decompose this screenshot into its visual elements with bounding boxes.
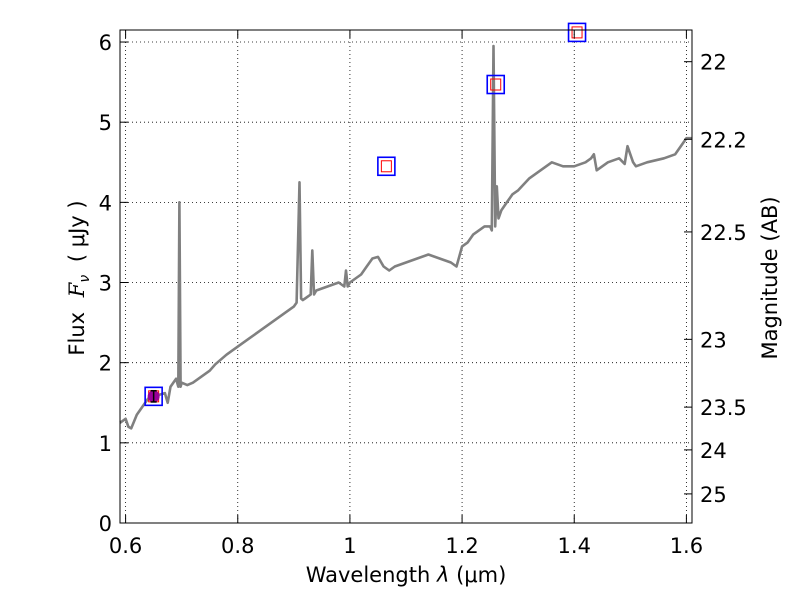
observed-flux-marker: [486, 74, 506, 95]
mag-tick-label: 22.5: [700, 221, 747, 245]
mag-tick-label: 24: [700, 439, 727, 463]
x-tick-label: 0.6: [109, 534, 142, 558]
x-axis-label-text: Wavelength: [306, 563, 431, 587]
x-axis-label: Wavelength λ (μm): [306, 563, 507, 587]
markers-layer: [144, 22, 587, 407]
series-layer: [119, 44, 692, 430]
x-axis-label-unit: (μm): [456, 563, 506, 587]
observed-flux-marker: [377, 156, 396, 177]
model-flux-marker: [380, 160, 392, 173]
grid: [120, 30, 692, 524]
y-tick-label: 3: [99, 272, 112, 296]
y-axis-right-label: Magnitude (AB): [758, 196, 782, 359]
x-tick-label: 1: [343, 534, 356, 558]
y-tick-label: 1: [99, 432, 112, 456]
y-axis-label-text: Flux: [65, 312, 89, 356]
x-tick-label: 0.8: [221, 534, 254, 558]
y-tick-label: 4: [99, 191, 112, 215]
observed-flux-marker: [144, 386, 163, 407]
x-tick-label: 1.2: [445, 534, 478, 558]
y-tick-label: 5: [99, 111, 112, 135]
model-flux-marker: [571, 26, 583, 39]
y-axis-label-unit: ( μJy ): [65, 200, 89, 262]
x-tick-label: 1.4: [558, 534, 591, 558]
x-axis-label-symbol: λ: [436, 563, 449, 587]
y-axis-label-subscript: ν: [77, 275, 93, 283]
y-axis-label-symbol: F: [65, 281, 89, 298]
model-flux-marker: [490, 78, 502, 91]
y-tick-label: 0: [99, 512, 112, 536]
y-tick-label: 6: [99, 31, 112, 55]
mag-tick-label: 25: [700, 483, 727, 507]
mag-tick-label: 23: [700, 328, 727, 352]
mag-tick-label: 22: [700, 51, 727, 75]
y-axis-label: Flux Fν ( μJy ): [65, 200, 94, 355]
spectrum-line: [119, 44, 692, 430]
plot-frame: [119, 29, 693, 524]
ticks-layer: 0.6 0.8 1 1.2 1.4 1.601234562222.222.52323.52…: [99, 30, 747, 558]
mag-tick-label: 22.2: [700, 128, 747, 152]
x-tick-label: 1.6: [670, 534, 703, 558]
mag-tick-label: 23.5: [700, 396, 747, 420]
observed-flux-marker: [567, 22, 587, 43]
y-tick-label: 2: [99, 352, 112, 376]
